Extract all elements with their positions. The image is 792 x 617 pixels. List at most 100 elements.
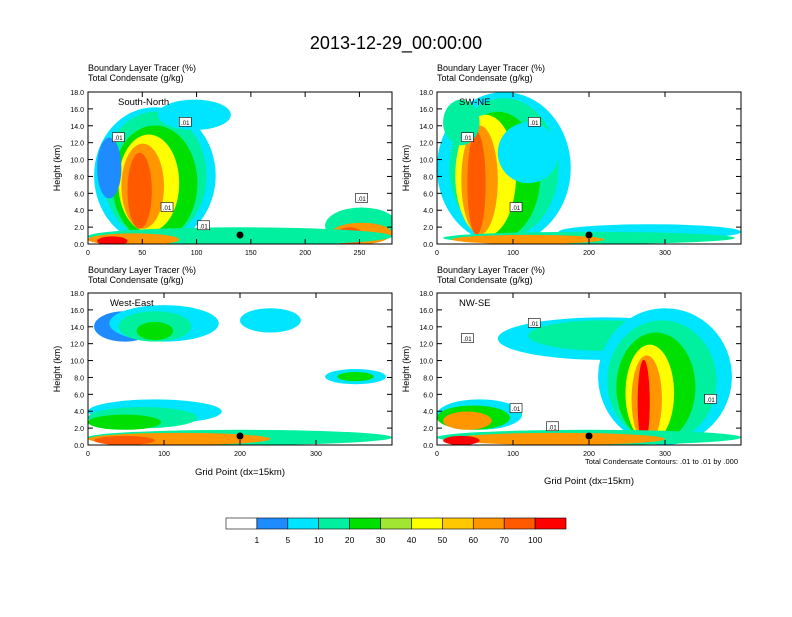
x-tick-label: 250	[354, 250, 366, 257]
contour-label-box	[527, 318, 541, 328]
y-tick-label: 0.0	[423, 242, 433, 249]
x-tick-label: 100	[507, 250, 519, 257]
colorbar-swatch	[225, 517, 258, 530]
contour-label: .01	[163, 206, 172, 212]
x-tick-label: 50	[138, 250, 146, 257]
panel-subtitle-condensate: Total Condensate (g/kg)	[437, 275, 533, 285]
y-axis-label: Height (km)	[52, 145, 62, 192]
tracer-shading	[443, 411, 492, 430]
x-tick-label: 100	[158, 451, 170, 458]
tracer-shading	[452, 234, 605, 244]
contour-label: .01	[463, 136, 472, 142]
y-tick-label: 4.0	[74, 409, 84, 416]
colorbar-level-label: 1	[255, 535, 260, 545]
panel-subtitle-tracer: Boundary Layer Tracer (%)	[88, 265, 196, 275]
panel-subtitle-tracer: Boundary Layer Tracer (%)	[437, 265, 545, 275]
tracer-shading	[467, 131, 486, 235]
x-tick-label: 100	[191, 250, 203, 257]
panel-subtitle-tracer: Boundary Layer Tracer (%)	[88, 63, 196, 73]
y-tick-label: 16.0	[70, 107, 84, 114]
contour-label: .01	[530, 322, 539, 328]
x-axis-label: Grid Point (dx=15km)	[195, 467, 285, 478]
contour-label-box	[461, 132, 474, 142]
x-tick-label: 200	[583, 451, 595, 458]
colorbar-level-label: 30	[376, 535, 386, 545]
tracer-shading	[637, 359, 650, 445]
colorbar-swatch	[256, 517, 289, 530]
location-marker	[236, 432, 244, 440]
figure-title: 2013-12-29_00:00:00	[310, 33, 482, 54]
y-tick-label: 12.0	[70, 342, 84, 349]
contour-label: .01	[463, 337, 472, 343]
tracer-shading	[240, 308, 301, 333]
y-tick-label: 18.0	[419, 90, 433, 97]
x-tick-label: 200	[299, 250, 311, 257]
contour-label: .01	[199, 224, 208, 230]
y-tick-label: 18.0	[70, 291, 84, 298]
colorbar-swatch	[534, 517, 567, 530]
y-tick-label: 12.0	[70, 141, 84, 148]
panel-label: SW-NE	[459, 97, 491, 108]
colorbar-swatch	[472, 517, 505, 530]
tracer-shading	[97, 236, 128, 244]
y-tick-label: 6.0	[74, 191, 84, 198]
contour-label-box	[197, 220, 210, 231]
panel-nw-se: Boundary Layer Tracer (%) Total Condensa…	[401, 265, 742, 487]
y-tick-label: 8.0	[423, 174, 433, 181]
condensate-field	[437, 308, 741, 445]
contour-label: .01	[512, 206, 521, 212]
y-tick-label: 10.0	[419, 158, 433, 165]
y-tick-label: 18.0	[419, 291, 433, 298]
panel-subtitle-condensate: Total Condensate (g/kg)	[88, 275, 184, 285]
y-tick-label: 8.0	[74, 375, 84, 382]
location-marker	[585, 432, 593, 440]
y-tick-label: 16.0	[70, 308, 84, 315]
colorbar: 1 5 10 20 30 40 50 60 70 100	[225, 517, 567, 545]
colorbar-level-label: 20	[345, 535, 355, 545]
colorbar-level-label: 50	[438, 535, 448, 545]
x-tick-label: 200	[234, 451, 246, 458]
x-tick-label: 0	[86, 451, 90, 458]
colorbar-level-label: 60	[469, 535, 479, 545]
y-axis-label: Height (km)	[52, 346, 62, 393]
tracer-shading	[497, 122, 559, 184]
tracer-shading	[136, 321, 174, 341]
tracer-shading	[94, 435, 155, 445]
y-axis-label: Height (km)	[401, 145, 411, 192]
contour-label-box	[178, 117, 192, 127]
y-tick-label: 0.0	[74, 242, 84, 249]
y-tick-label: 4.0	[423, 409, 433, 416]
contour-label-box	[546, 421, 559, 432]
y-tick-label: 6.0	[423, 392, 433, 399]
y-tick-label: 10.0	[70, 158, 84, 165]
panel-west-east: Boundary Layer Tracer (%) Total Condensa…	[52, 265, 393, 478]
y-axis-label: Height (km)	[401, 346, 411, 393]
y-tick-label: 14.0	[70, 124, 84, 131]
y-tick-label: 6.0	[423, 191, 433, 198]
y-tick-label: 2.0	[74, 426, 84, 433]
y-tick-label: 12.0	[419, 342, 433, 349]
colorbar-level-label: 5	[285, 535, 290, 545]
y-tick-label: 0.0	[423, 443, 433, 450]
contour-label-box	[355, 193, 368, 203]
colorbar-swatch	[503, 517, 536, 530]
panel-sw-ne: Boundary Layer Tracer (%) Total Condensa…	[401, 63, 742, 257]
panel-subtitle-tracer: Boundary Layer Tracer (%)	[437, 63, 545, 73]
tracer-shading	[127, 152, 152, 229]
condensate-field	[88, 99, 392, 244]
x-axis-label: Grid Point (dx=15km)	[544, 476, 634, 487]
y-tick-label: 18.0	[70, 90, 84, 97]
contour-label: .01	[706, 398, 715, 404]
y-tick-label: 14.0	[419, 124, 433, 131]
contour-label-box	[461, 333, 474, 343]
colorbar-level-label: 10	[314, 535, 324, 545]
y-tick-label: 10.0	[70, 359, 84, 366]
plot-frame	[87, 91, 393, 245]
y-tick-label: 14.0	[70, 325, 84, 332]
tracer-shading	[337, 372, 374, 382]
colorbar-swatch	[318, 517, 350, 530]
panel-label: South-North	[118, 97, 169, 108]
contour-label: .01	[548, 425, 557, 431]
contour-label-box	[704, 394, 717, 404]
